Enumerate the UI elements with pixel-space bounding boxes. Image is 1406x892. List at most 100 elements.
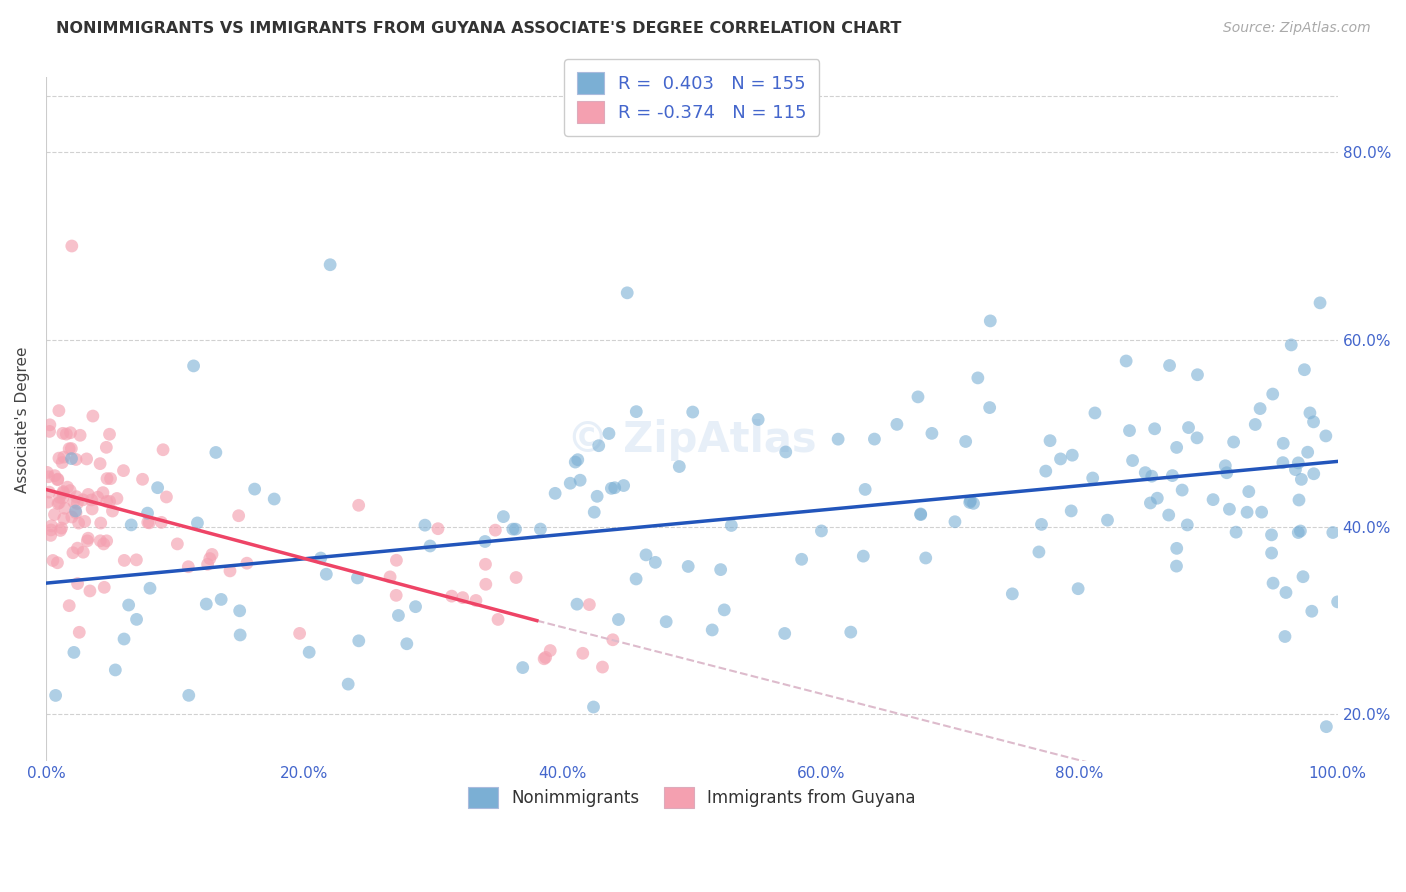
Point — [1286, 525, 1309, 540]
Point — [96, 472, 118, 486]
Y-axis label: Associate's Degree: Associate's Degree — [15, 346, 30, 492]
Point — [979, 401, 1001, 415]
Point — [72, 545, 94, 559]
Point — [668, 459, 690, 474]
Point — [155, 490, 177, 504]
Point — [1315, 429, 1337, 443]
Point — [1292, 570, 1315, 584]
Point — [1143, 422, 1166, 436]
Point — [598, 426, 620, 441]
Point — [198, 551, 221, 566]
Point — [907, 390, 929, 404]
Point — [105, 491, 128, 506]
Point — [52, 450, 75, 464]
Point — [1157, 508, 1180, 522]
Point — [52, 484, 75, 499]
Point — [77, 487, 100, 501]
Point — [55, 427, 77, 442]
Point — [49, 524, 72, 538]
Point — [197, 558, 219, 572]
Point — [46, 496, 69, 510]
Point — [1261, 576, 1284, 591]
Point — [586, 489, 609, 503]
Point — [58, 599, 80, 613]
Point — [59, 425, 82, 440]
Point — [51, 456, 73, 470]
Point — [624, 572, 647, 586]
Point — [243, 482, 266, 496]
Point — [60, 510, 83, 524]
Point — [139, 581, 162, 595]
Text: NONIMMIGRANTS VS IMMIGRANTS FROM GUYANA ASSOCIATE'S DEGREE CORRELATION CHART: NONIMMIGRANTS VS IMMIGRANTS FROM GUYANA … — [56, 21, 901, 36]
Point — [66, 541, 89, 556]
Point — [1135, 466, 1157, 480]
Point — [288, 626, 311, 640]
Point — [1326, 595, 1348, 609]
Point — [315, 567, 337, 582]
Point — [492, 509, 515, 524]
Point — [125, 553, 148, 567]
Point — [1289, 524, 1312, 538]
Point — [395, 637, 418, 651]
Point — [60, 442, 83, 456]
Point — [582, 700, 605, 714]
Point — [538, 643, 561, 657]
Point — [512, 660, 534, 674]
Point — [73, 515, 96, 529]
Point — [131, 472, 153, 486]
Point — [790, 552, 813, 566]
Point — [39, 528, 62, 542]
Point — [959, 494, 981, 508]
Point — [56, 480, 79, 494]
Point — [1159, 359, 1181, 373]
Point — [962, 496, 984, 510]
Point — [62, 546, 84, 560]
Point — [626, 404, 648, 418]
Point — [387, 608, 409, 623]
Text: Source: ZipAtlas.com: Source: ZipAtlas.com — [1223, 21, 1371, 35]
Point — [52, 491, 75, 505]
Point — [347, 498, 370, 512]
Point — [747, 412, 769, 426]
Point — [385, 553, 408, 567]
Point — [1001, 587, 1024, 601]
Point — [1028, 545, 1050, 559]
Point — [44, 508, 66, 522]
Point — [451, 591, 474, 605]
Point — [526, 782, 548, 797]
Point — [93, 537, 115, 551]
Point — [1237, 484, 1260, 499]
Point — [1302, 467, 1324, 481]
Point — [319, 258, 342, 272]
Point — [166, 537, 188, 551]
Point — [229, 628, 252, 642]
Point — [219, 564, 242, 578]
Point — [65, 490, 87, 504]
Point — [254, 772, 277, 787]
Point — [1294, 362, 1316, 376]
Point — [713, 603, 735, 617]
Point — [236, 556, 259, 570]
Point — [98, 427, 121, 442]
Point — [676, 559, 699, 574]
Point — [1161, 468, 1184, 483]
Point — [465, 593, 488, 607]
Point — [136, 516, 159, 530]
Point — [41, 519, 63, 533]
Point — [346, 571, 368, 585]
Point — [1274, 630, 1296, 644]
Point — [82, 409, 104, 423]
Point — [634, 548, 657, 562]
Point — [86, 490, 108, 504]
Point — [910, 507, 932, 521]
Point — [1118, 424, 1140, 438]
Point — [62, 494, 84, 508]
Point — [710, 563, 733, 577]
Point — [69, 428, 91, 442]
Point — [979, 314, 1001, 328]
Point — [378, 570, 401, 584]
Point — [1081, 471, 1104, 485]
Point — [63, 645, 86, 659]
Point — [921, 426, 943, 441]
Point — [644, 555, 666, 569]
